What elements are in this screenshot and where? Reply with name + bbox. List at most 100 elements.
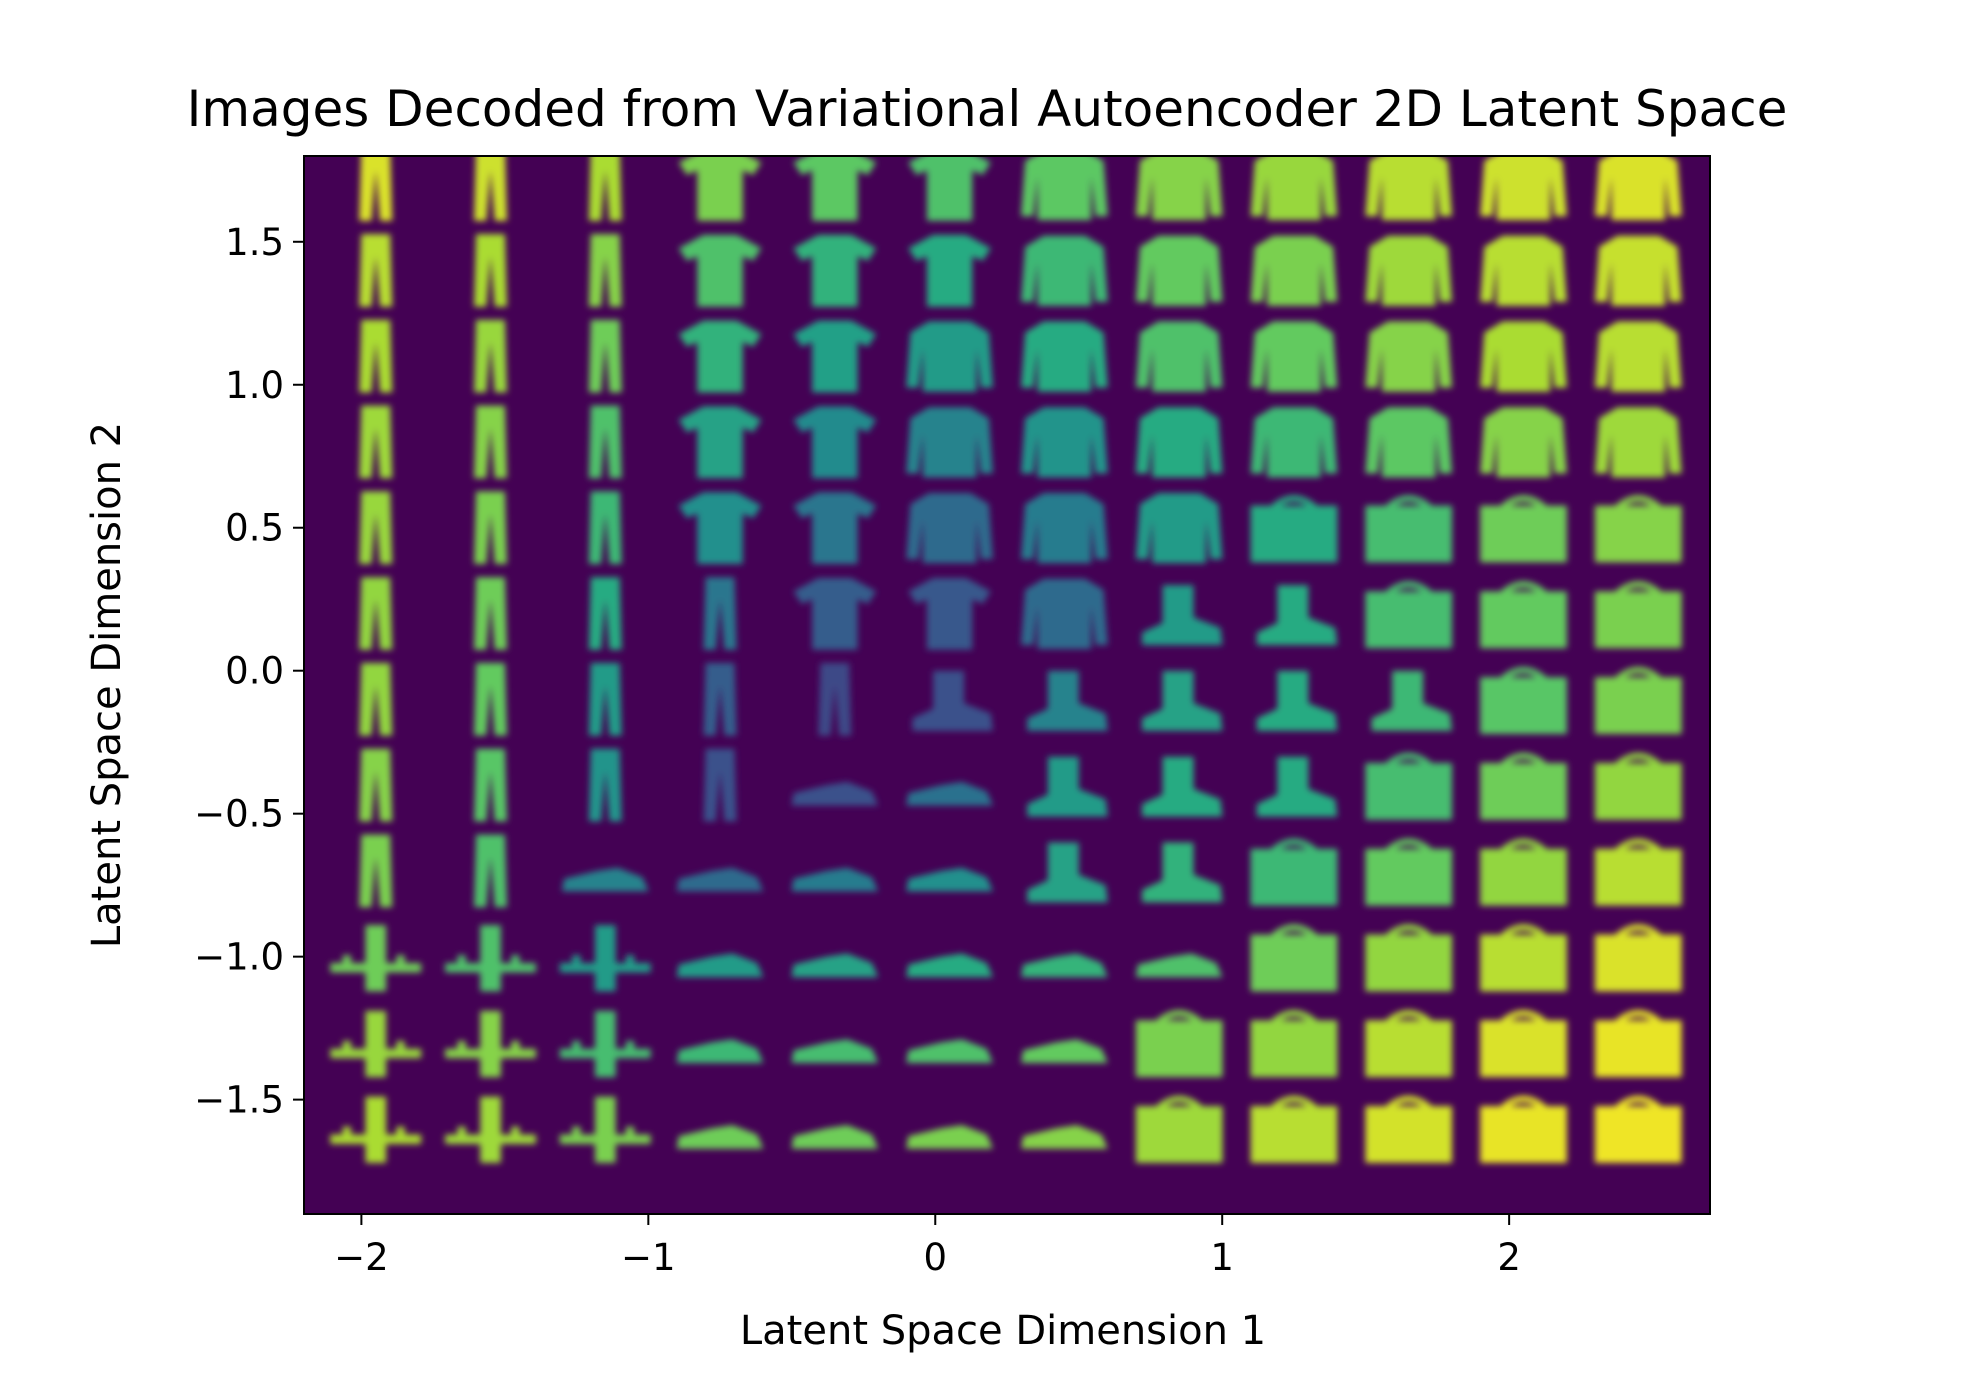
decoded-image-sneaker xyxy=(561,867,649,892)
decoded-image-trouser xyxy=(474,834,507,908)
decoded-image-sneaker xyxy=(676,1125,764,1149)
decoded-image-sandal xyxy=(445,1096,536,1163)
decoded-image-tshirt xyxy=(678,406,762,479)
decoded-image-sneaker xyxy=(906,781,993,806)
decoded-image-trouser xyxy=(359,405,393,479)
decoded-image-trouser xyxy=(474,156,507,221)
decoded-image-pullover xyxy=(1594,156,1682,221)
decoded-image-sneaker xyxy=(906,953,993,978)
x-tick-label: −2 xyxy=(334,1236,389,1279)
decoded-image-tshirt xyxy=(793,234,877,307)
decoded-image-trouser xyxy=(588,663,622,736)
decoded-image-bag xyxy=(1480,924,1567,992)
decoded-image-bag xyxy=(1480,1010,1567,1078)
decoded-image-pullover xyxy=(1135,235,1223,306)
decoded-image-sneaker xyxy=(1021,1125,1108,1149)
decoded-image-sandal xyxy=(330,1096,422,1163)
decoded-image-sandal xyxy=(330,1010,422,1078)
decoded-image-bag xyxy=(1365,1010,1453,1078)
decoded-image-trouser xyxy=(474,405,507,479)
decoded-image-bag xyxy=(1365,495,1453,563)
decoded-image-trouser xyxy=(703,748,737,822)
decoded-image-pullover xyxy=(1480,407,1567,478)
decoded-image-boot xyxy=(1027,670,1108,731)
decoded-image-trouser xyxy=(359,748,393,822)
decoded-image-trouser xyxy=(359,834,393,908)
decoded-image-pullover xyxy=(1250,407,1338,478)
decoded-image-pullover xyxy=(1365,407,1453,478)
decoded-image-tshirt xyxy=(908,578,991,650)
decoded-image-sneaker xyxy=(1021,1039,1108,1063)
y-tick-label: −0.5 xyxy=(194,793,284,836)
decoded-image-bag xyxy=(1594,924,1682,992)
decoded-image-sneaker xyxy=(791,781,879,806)
decoded-image-pullover xyxy=(1594,407,1682,478)
decoded-image-sandal xyxy=(330,925,422,992)
decoded-image-boot xyxy=(1142,670,1223,731)
decoded-image-trouser xyxy=(588,577,622,650)
decoded-image-tshirt xyxy=(793,578,877,650)
decoded-image-trouser xyxy=(588,748,622,822)
decoded-image-boot xyxy=(1256,670,1338,731)
decoded-image-tshirt xyxy=(678,492,762,564)
y-axis-label: Latent Space Dimension 2 xyxy=(84,422,130,948)
decoded-image-trouser xyxy=(474,234,507,307)
decoded-image-bag xyxy=(1594,667,1682,734)
chart-title: Images Decoded from Variational Autoenco… xyxy=(187,80,1788,138)
decoded-image-trouser xyxy=(474,319,507,393)
decoded-image-pullover xyxy=(1021,156,1108,221)
decoded-image-trouser xyxy=(359,577,393,650)
decoded-image-pullover xyxy=(1021,235,1108,306)
decoded-image-boot xyxy=(1256,756,1338,817)
decoded-image-bag xyxy=(1250,924,1338,992)
decoded-image-bag xyxy=(1250,1095,1338,1163)
decoded-image-pullover xyxy=(1021,493,1108,564)
decoded-image-boot xyxy=(1256,585,1338,646)
decoded-image-bag xyxy=(1250,1010,1338,1078)
decoded-image-pullover xyxy=(906,407,993,478)
decoded-image-sneaker xyxy=(676,1039,764,1063)
decoded-image-bag xyxy=(1594,752,1682,820)
decoded-image-sneaker xyxy=(906,1039,993,1063)
decoded-image-trouser xyxy=(359,663,393,736)
decoded-image-bag xyxy=(1135,1095,1223,1163)
decoded-image-boot xyxy=(1027,842,1108,903)
y-tick-label: 1.5 xyxy=(225,221,284,264)
decoded-image-bag xyxy=(1594,581,1682,649)
decoded-image-bag xyxy=(1480,752,1567,820)
decoded-image-pullover xyxy=(1365,321,1453,392)
decoded-image-pullover xyxy=(1594,235,1682,306)
decoded-image-tshirt xyxy=(793,156,877,221)
decoded-image-sneaker xyxy=(791,1039,879,1063)
decoded-image-bag xyxy=(1135,1010,1223,1078)
decoded-image-bag xyxy=(1594,495,1682,563)
plot-area xyxy=(304,156,1710,1214)
decoded-image-bag xyxy=(1365,1095,1453,1163)
decoded-image-trouser xyxy=(588,491,622,564)
decoded-image-pullover xyxy=(1480,321,1567,392)
decoded-image-bag xyxy=(1365,838,1453,906)
decoded-image-pullover xyxy=(1021,578,1108,649)
decoded-image-trouser xyxy=(588,319,622,393)
x-tick-label: −1 xyxy=(621,1236,676,1279)
decoded-image-pullover xyxy=(1594,321,1682,392)
decoded-image-bag xyxy=(1480,495,1567,563)
decoded-image-pullover xyxy=(1135,321,1223,392)
plot-frame xyxy=(303,155,1711,1215)
decoded-image-pullover xyxy=(906,493,993,564)
decoded-image-tshirt xyxy=(678,320,762,393)
decoded-image-trouser xyxy=(359,319,393,393)
decoded-image-pullover xyxy=(1021,407,1108,478)
decoded-image-bag xyxy=(1594,838,1682,906)
decoded-image-tshirt xyxy=(908,156,991,221)
decoded-image-sandal xyxy=(445,1010,536,1078)
decoded-image-sneaker xyxy=(906,867,993,892)
decoded-image-sandal xyxy=(559,925,651,992)
decoded-image-tshirt xyxy=(908,234,991,307)
y-axis-ticks: 1.5 1.0 0.5 0.0 −0.5 −1.0 −1.5 xyxy=(194,221,304,1122)
decoded-image-trouser xyxy=(359,491,393,564)
decoded-image-trouser xyxy=(474,748,507,822)
decoded-image-pullover xyxy=(1365,156,1453,221)
decoded-image-bag xyxy=(1594,1010,1682,1078)
decoded-image-bag xyxy=(1480,581,1567,649)
